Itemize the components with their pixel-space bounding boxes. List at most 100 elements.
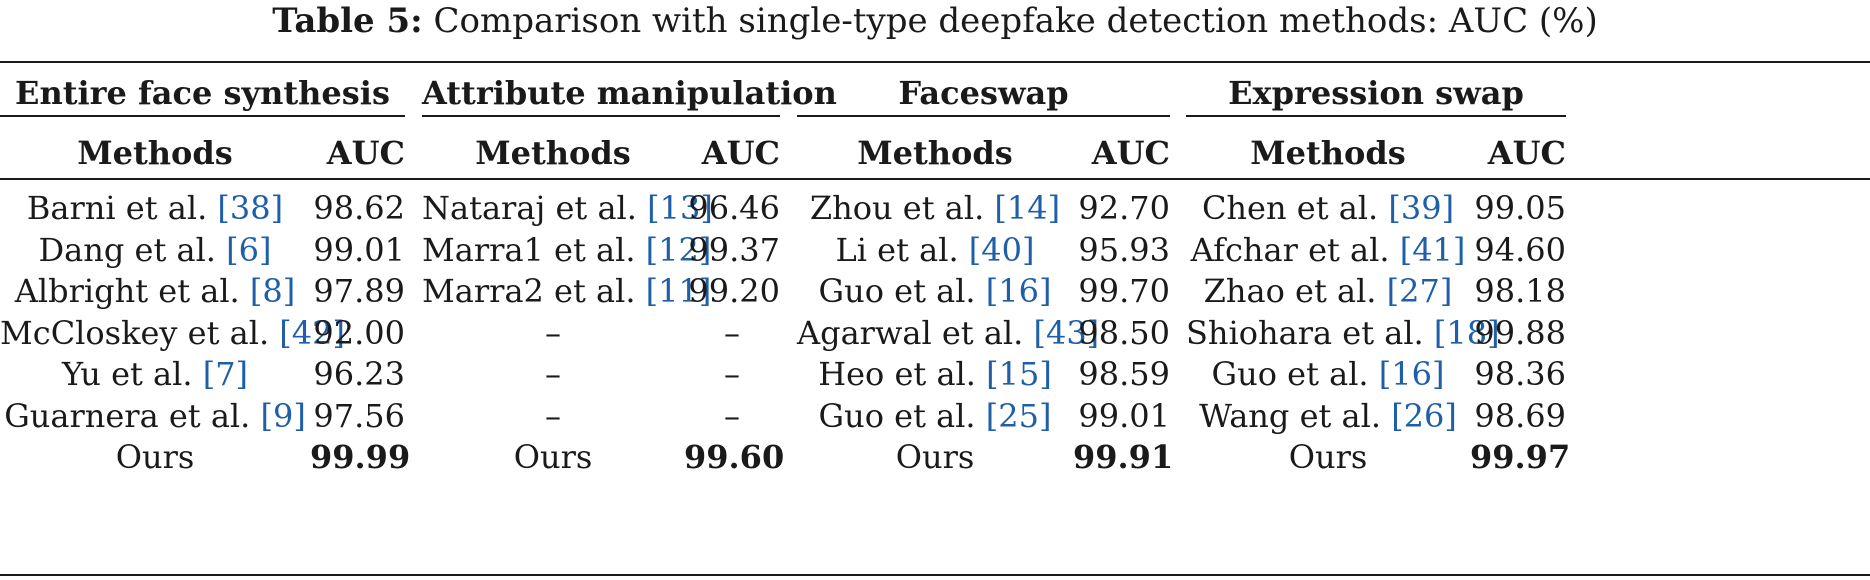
method-name: Ours <box>895 438 975 476</box>
method-name: Ours <box>1288 438 1368 476</box>
auc-value: 99.99 <box>310 438 411 476</box>
citation-link[interactable]: 27 <box>1399 272 1440 310</box>
method-cell: McCloskey et al. [42] <box>0 310 345 356</box>
auc-value: 98.50 <box>1078 313 1170 352</box>
citation-link[interactable]: 16 <box>1391 355 1432 393</box>
citation-bracket: [ <box>1433 313 1447 352</box>
citation-link[interactable]: 42 <box>291 313 333 352</box>
method-name: Agarwal et al. <box>797 313 1024 352</box>
citation-link[interactable]: 8 <box>262 272 283 310</box>
method-name: – <box>545 313 561 352</box>
auc-value: 92.70 <box>1078 189 1170 227</box>
group-underline <box>1186 115 1566 117</box>
method-cell: – <box>422 393 684 439</box>
method-name: Ours <box>513 438 593 476</box>
citation-link[interactable]: 13 <box>659 189 701 227</box>
header-rule <box>0 178 1870 180</box>
citation-link[interactable]: 12 <box>658 230 699 269</box>
citation-link[interactable]: 40 <box>981 230 1022 269</box>
citation-link[interactable]: 25 <box>998 396 1039 435</box>
citation-bracket: ] <box>1038 396 1052 435</box>
citation-link[interactable]: 39 <box>1400 189 1442 227</box>
method-cell: Heo et al. [15] <box>797 351 1073 397</box>
citation-bracket: [ <box>1386 272 1400 310</box>
citation-link[interactable]: 9 <box>272 396 294 435</box>
method-cell: Guo et al. [16] <box>1186 351 1470 397</box>
citation-link[interactable]: 15 <box>998 355 1040 393</box>
citation-bracket: ] <box>1086 313 1100 352</box>
methods-header: Methods <box>475 134 631 172</box>
method-cell: Ours <box>797 434 1073 480</box>
citation-link[interactable]: 43 <box>1045 313 1087 352</box>
auc-header: AUC <box>326 134 405 172</box>
method-name: Guo et al. <box>818 272 976 310</box>
auc-value: 92.00 <box>313 313 405 352</box>
auc-value: 99.88 <box>1474 313 1566 352</box>
citation-bracket: ] <box>282 272 296 310</box>
method-name: Yu et al. <box>61 355 193 393</box>
citation-bracket: ] <box>1022 230 1035 269</box>
citation-bracket: [ <box>226 230 239 269</box>
method-cell: Zhou et al. [14] <box>797 185 1073 231</box>
citation-bracket: ] <box>698 230 712 269</box>
citation-bracket: [ <box>994 189 1007 227</box>
auc-value: – <box>724 396 740 435</box>
method-cell: Barni et al. [38] <box>0 185 310 231</box>
method-cell: Wang et al. [26] <box>1186 393 1470 439</box>
method-name: Marra2 et al. <box>422 272 636 310</box>
citation-bracket: ] <box>235 355 249 393</box>
citation-bracket: ] <box>258 230 272 269</box>
method-name: Dang et al. <box>38 230 216 269</box>
citation-link[interactable]: 11 <box>658 272 699 310</box>
method-name: Guo et al. <box>1211 355 1369 393</box>
citation-bracket: ] <box>1444 396 1457 435</box>
citation-link[interactable]: 26 <box>1403 396 1445 435</box>
method-name: – <box>545 396 561 435</box>
citation-bracket: ] <box>1039 355 1052 393</box>
citation-bracket: [ <box>1399 230 1413 269</box>
citation-link[interactable]: 14 <box>1006 189 1048 227</box>
auc-value: 94.60 <box>1474 230 1566 269</box>
auc-value: 95.93 <box>1078 230 1170 269</box>
methods-header: Methods <box>857 134 1013 172</box>
method-cell: Nataraj et al. [13] <box>422 185 713 231</box>
auc-value: 99.97 <box>1470 438 1571 476</box>
method-name: McCloskey et al. <box>0 313 270 352</box>
citation-bracket: ] <box>698 272 712 310</box>
citation-link[interactable]: 41 <box>1412 230 1453 269</box>
auc-value: 99.05 <box>1474 189 1566 227</box>
method-name: Heo et al. <box>818 355 976 393</box>
citation-bracket: ] <box>1038 272 1052 310</box>
table-label: Table 5: <box>272 1 423 41</box>
method-name: – <box>545 355 561 393</box>
method-cell: Albright et al. [8] <box>0 268 310 314</box>
auc-value: 99.91 <box>1073 438 1174 476</box>
method-cell: Ours <box>1186 434 1470 480</box>
top-rule <box>0 61 1870 63</box>
auc-value: 99.37 <box>688 230 780 269</box>
methods-header: Methods <box>1250 134 1406 172</box>
citation-bracket: ] <box>1439 272 1453 310</box>
citation-link[interactable]: 6 <box>238 230 259 269</box>
method-name: Shiohara et al. <box>1186 313 1424 352</box>
group-title: Attribute manipulation <box>422 74 837 112</box>
method-cell: – <box>422 351 684 397</box>
method-cell: Li et al. [40] <box>797 227 1073 273</box>
citation-bracket: [ <box>260 396 273 435</box>
method-name: Zhao et al. <box>1203 272 1377 310</box>
method-cell: Afchar et al. [41] <box>1186 227 1470 273</box>
auc-value: – <box>724 313 740 352</box>
citation-bracket: ] <box>1487 313 1500 352</box>
citation-bracket: [ <box>1391 396 1404 435</box>
citation-link[interactable]: 16 <box>998 272 1039 310</box>
citation-link[interactable]: 18 <box>1446 313 1488 352</box>
citation-bracket: [ <box>645 272 659 310</box>
method-name: Ours <box>115 438 195 476</box>
citation-bracket: [ <box>985 272 999 310</box>
method-name: Chen et al. <box>1201 189 1379 227</box>
method-cell: Guarnera et al. [9] <box>0 393 310 439</box>
auc-value: 99.70 <box>1078 272 1170 310</box>
method-cell: Yu et al. [7] <box>0 351 310 397</box>
citation-link[interactable]: 38 <box>229 189 271 227</box>
citation-link[interactable]: 7 <box>215 355 236 393</box>
